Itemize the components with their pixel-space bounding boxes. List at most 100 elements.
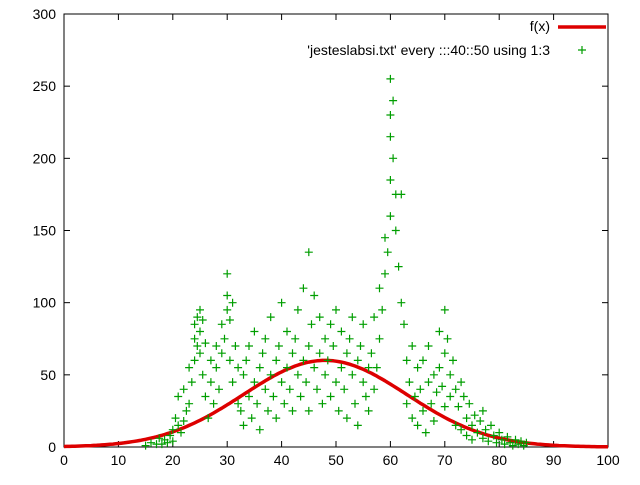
scatter-point [348,313,357,322]
scatter-point [413,421,422,430]
scatter-point [166,431,175,440]
scatter-point [427,399,436,408]
scatter-point [280,399,289,408]
x-tick-label: 20 [165,452,181,468]
y-tick-label: 100 [33,295,57,311]
y-tick-label: 200 [33,150,57,166]
scatter-point [187,378,196,387]
plot-generated-layer: 0 10 20 30 40 50 60 70 80 90 100 0 50 100 150 200 250 300 [33,6,620,468]
scatter-point [217,320,226,329]
scatter-point [269,392,278,401]
scatter-point [310,363,319,372]
legend-label-fx: f(x) [530,18,550,34]
scatter-point [168,437,177,446]
scatter-point [340,385,349,394]
scatter-point [481,425,490,434]
scatter-point [204,414,213,423]
x-tick-label: 10 [111,452,127,468]
scatter-point [372,363,381,372]
scatter-point [334,406,343,415]
scatter-point [255,425,264,434]
scatter-point [274,342,283,350]
scatter-point [508,441,517,450]
scatter-point [179,417,188,425]
scatter-point [206,378,215,387]
scatter-point [171,414,180,423]
scatter-point [174,421,183,430]
scatter-point [389,96,398,105]
scatter-point [356,342,365,350]
scatter-point [419,356,427,365]
scatter-point [190,320,199,329]
scatter-point [351,399,359,408]
scatter-point [386,212,395,221]
y-tick-label: 300 [33,6,57,22]
fx-curve [63,358,608,449]
x-tick-label: 30 [219,452,235,468]
scatter-point [405,378,414,387]
scatter-point [293,305,302,314]
scatter-point [457,425,466,434]
scatter-point [201,339,210,348]
scatter-point [443,334,452,343]
scatter-point [321,370,330,379]
scatter-point [370,385,379,394]
scatter-point [304,248,313,257]
scatter-point [234,399,243,408]
scatter-point [185,363,194,372]
legend-plus-icon [578,46,586,54]
scatter-point [345,334,354,343]
scatter-point [489,431,498,440]
scatter-point [261,334,270,343]
scatter-point [228,298,237,307]
scatter-point [307,320,316,329]
scatter-point [288,406,297,415]
scatter-point [438,382,447,391]
scatter-point [465,399,474,408]
scatter-point [196,349,204,358]
scatter-point [168,425,177,434]
y-tick-label: 150 [33,223,57,239]
scatter-point [386,132,395,141]
scatter-point [375,334,384,343]
x-tick-label: 0 [60,452,68,468]
scatter-point [367,349,376,358]
scatter-point [223,291,232,300]
scatter-point [391,226,400,235]
scatter-point [375,284,384,293]
scatter-point [517,437,525,446]
scatter-point [497,435,506,444]
scatter-point [228,378,237,387]
scatter-point [201,392,210,401]
scatter-point [400,320,408,329]
scatter-point [225,356,234,365]
scatter-point [266,370,275,379]
scatter-point [147,438,155,447]
x-tick-label: 90 [546,452,562,468]
x-tick-label: 70 [437,452,453,468]
scatter-point [370,313,379,322]
scatter-point [245,392,253,401]
scatter-point [264,406,272,415]
scatter-point [299,284,308,293]
scatter-point [223,269,232,278]
scatter-point [468,421,476,430]
scatter-point [487,421,495,430]
scatter-point [315,313,324,322]
scatter-point [459,392,468,401]
scatter-point [332,305,340,314]
scatter-point [315,349,324,358]
scatter-point [451,385,460,394]
scatter-point [310,291,319,300]
scatter-point [397,298,406,307]
scatter-point [435,363,444,372]
scatter-point [283,363,291,372]
scatter-point [342,414,351,423]
scatter-point [446,392,455,401]
scatter-point [239,421,248,430]
scatter-point [495,428,504,437]
scatter-point [359,320,368,329]
scatter-point [410,392,419,401]
scatter-point [272,356,281,365]
scatter-point [449,356,457,365]
